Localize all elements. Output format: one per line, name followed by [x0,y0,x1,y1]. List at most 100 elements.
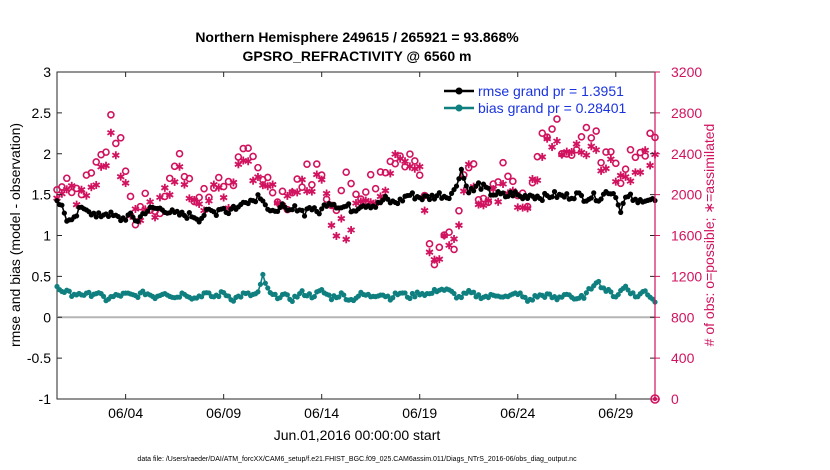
assimilated-obs-marker [92,180,101,189]
bias-marker [299,288,305,294]
assimilated-obs-marker [582,151,591,160]
bias-marker [326,292,332,298]
bias-marker [458,294,464,301]
rmse-marker [419,197,425,203]
rmse-marker [471,188,477,194]
left-tick-label: -1 [39,391,52,407]
rmse-marker [613,195,619,201]
assimilated-obs-marker [327,221,336,230]
rmse-marker [174,208,180,214]
rmse-marker [145,208,151,214]
possible-obs-marker [597,158,605,167]
assimilated-obs-marker [641,146,650,155]
legend-bias-label: bias grand pr = 0.28401 [478,100,626,116]
bias-marker [255,289,261,295]
rmse-marker [213,212,219,218]
assimilated-obs-marker [381,186,390,195]
chart-title-line2: GPSRO_REFRACTIVITY @ 6560 m [243,48,472,64]
legend-rmse-label: rmse grand pr = 1.3951 [478,83,624,99]
possible-obs-marker [165,174,174,183]
rmse-marker [373,204,379,210]
rmse-marker [186,210,192,216]
rmse-marker [578,192,585,199]
rmse-marker [466,190,472,196]
possible-obs-marker [538,129,547,138]
rmse-marker [123,217,129,223]
right-axis-label: # of obs: o=possible; ∗=assimilated [701,124,717,347]
assimilated-obs-marker [205,196,213,205]
rmse-marker [346,201,352,207]
bias-marker [412,294,418,300]
bias-marker [596,278,602,285]
bias-marker [390,295,396,301]
rmse-marker [429,192,435,198]
possible-obs-marker [499,158,507,167]
rmse-marker [564,191,570,197]
rmse-marker [115,213,121,220]
possible-obs-marker [435,243,444,252]
rmse-marker [409,190,415,196]
bias-marker [225,293,232,299]
right-tick-label: 400 [671,350,695,366]
x-tick-label: 06/24 [500,405,535,421]
bias-marker [86,289,92,295]
assimilated-obs-marker [82,191,91,200]
possible-obs-marker [607,147,615,156]
assimilated-obs-marker [298,175,307,184]
bias-marker [475,292,482,298]
bias-marker [429,290,435,296]
rmse-marker [618,209,624,215]
possible-obs-marker [185,174,194,183]
rmse-marker [91,210,97,216]
rmse-marker [301,213,308,219]
bias-marker [238,294,244,300]
assimilated-obs-marker [102,161,110,170]
left-tick-label: 2.5 [32,105,52,121]
assimilated-obs-marker [106,128,115,137]
rmse-marker [395,200,401,207]
rmse-marker [485,185,491,191]
possible-obs-marker [234,153,243,161]
bias-marker [471,289,477,295]
assimilated-obs-marker [528,175,537,184]
rmse-marker [260,198,266,204]
assimilated-obs-marker [170,177,179,186]
possible-obs-marker [626,145,635,154]
x-axis-label: Jun.01,2016 00:00:00 start [274,427,441,443]
left-tick-label: 3 [43,64,51,80]
assimilated-obs-marker [621,172,630,181]
possible-obs-marker [577,133,586,141]
bias-marker [451,290,457,297]
rmse-marker [505,193,511,199]
bias-marker [176,294,183,300]
assimilated-obs-marker [499,179,507,188]
rmse-marker [551,189,558,195]
assimilated-obs-marker [322,189,331,198]
assimilated-obs-marker [455,221,463,230]
assimilated-obs-marker [602,164,610,173]
plot-area [56,71,656,400]
rmse-marker [262,202,268,208]
possible-obs-marker [391,159,400,168]
possible-obs-marker [298,183,306,192]
assimilated-obs-marker [332,231,341,240]
rmse-marker [615,202,621,208]
possible-obs-marker [366,170,375,179]
possible-obs-marker [587,134,596,142]
rmse-series [54,166,658,225]
possible-obs-marker [371,184,380,193]
possible-obs-marker [616,179,625,188]
rmse-marker [448,190,455,197]
possible-obs-marker [347,179,355,188]
possible-obs-marker [450,245,458,254]
assimilated-obs-marker [180,180,189,189]
bias-marker [529,297,536,303]
bias-marker [230,298,237,304]
x-tick-label: 06/14 [304,405,339,421]
assimilated-obs-marker [165,190,174,199]
rmse-marker [274,208,281,214]
possible-obs-marker [63,174,71,183]
possible-obs-marker [337,186,346,195]
assimilated-obs-marker [445,241,454,250]
rmse-marker [74,213,80,219]
